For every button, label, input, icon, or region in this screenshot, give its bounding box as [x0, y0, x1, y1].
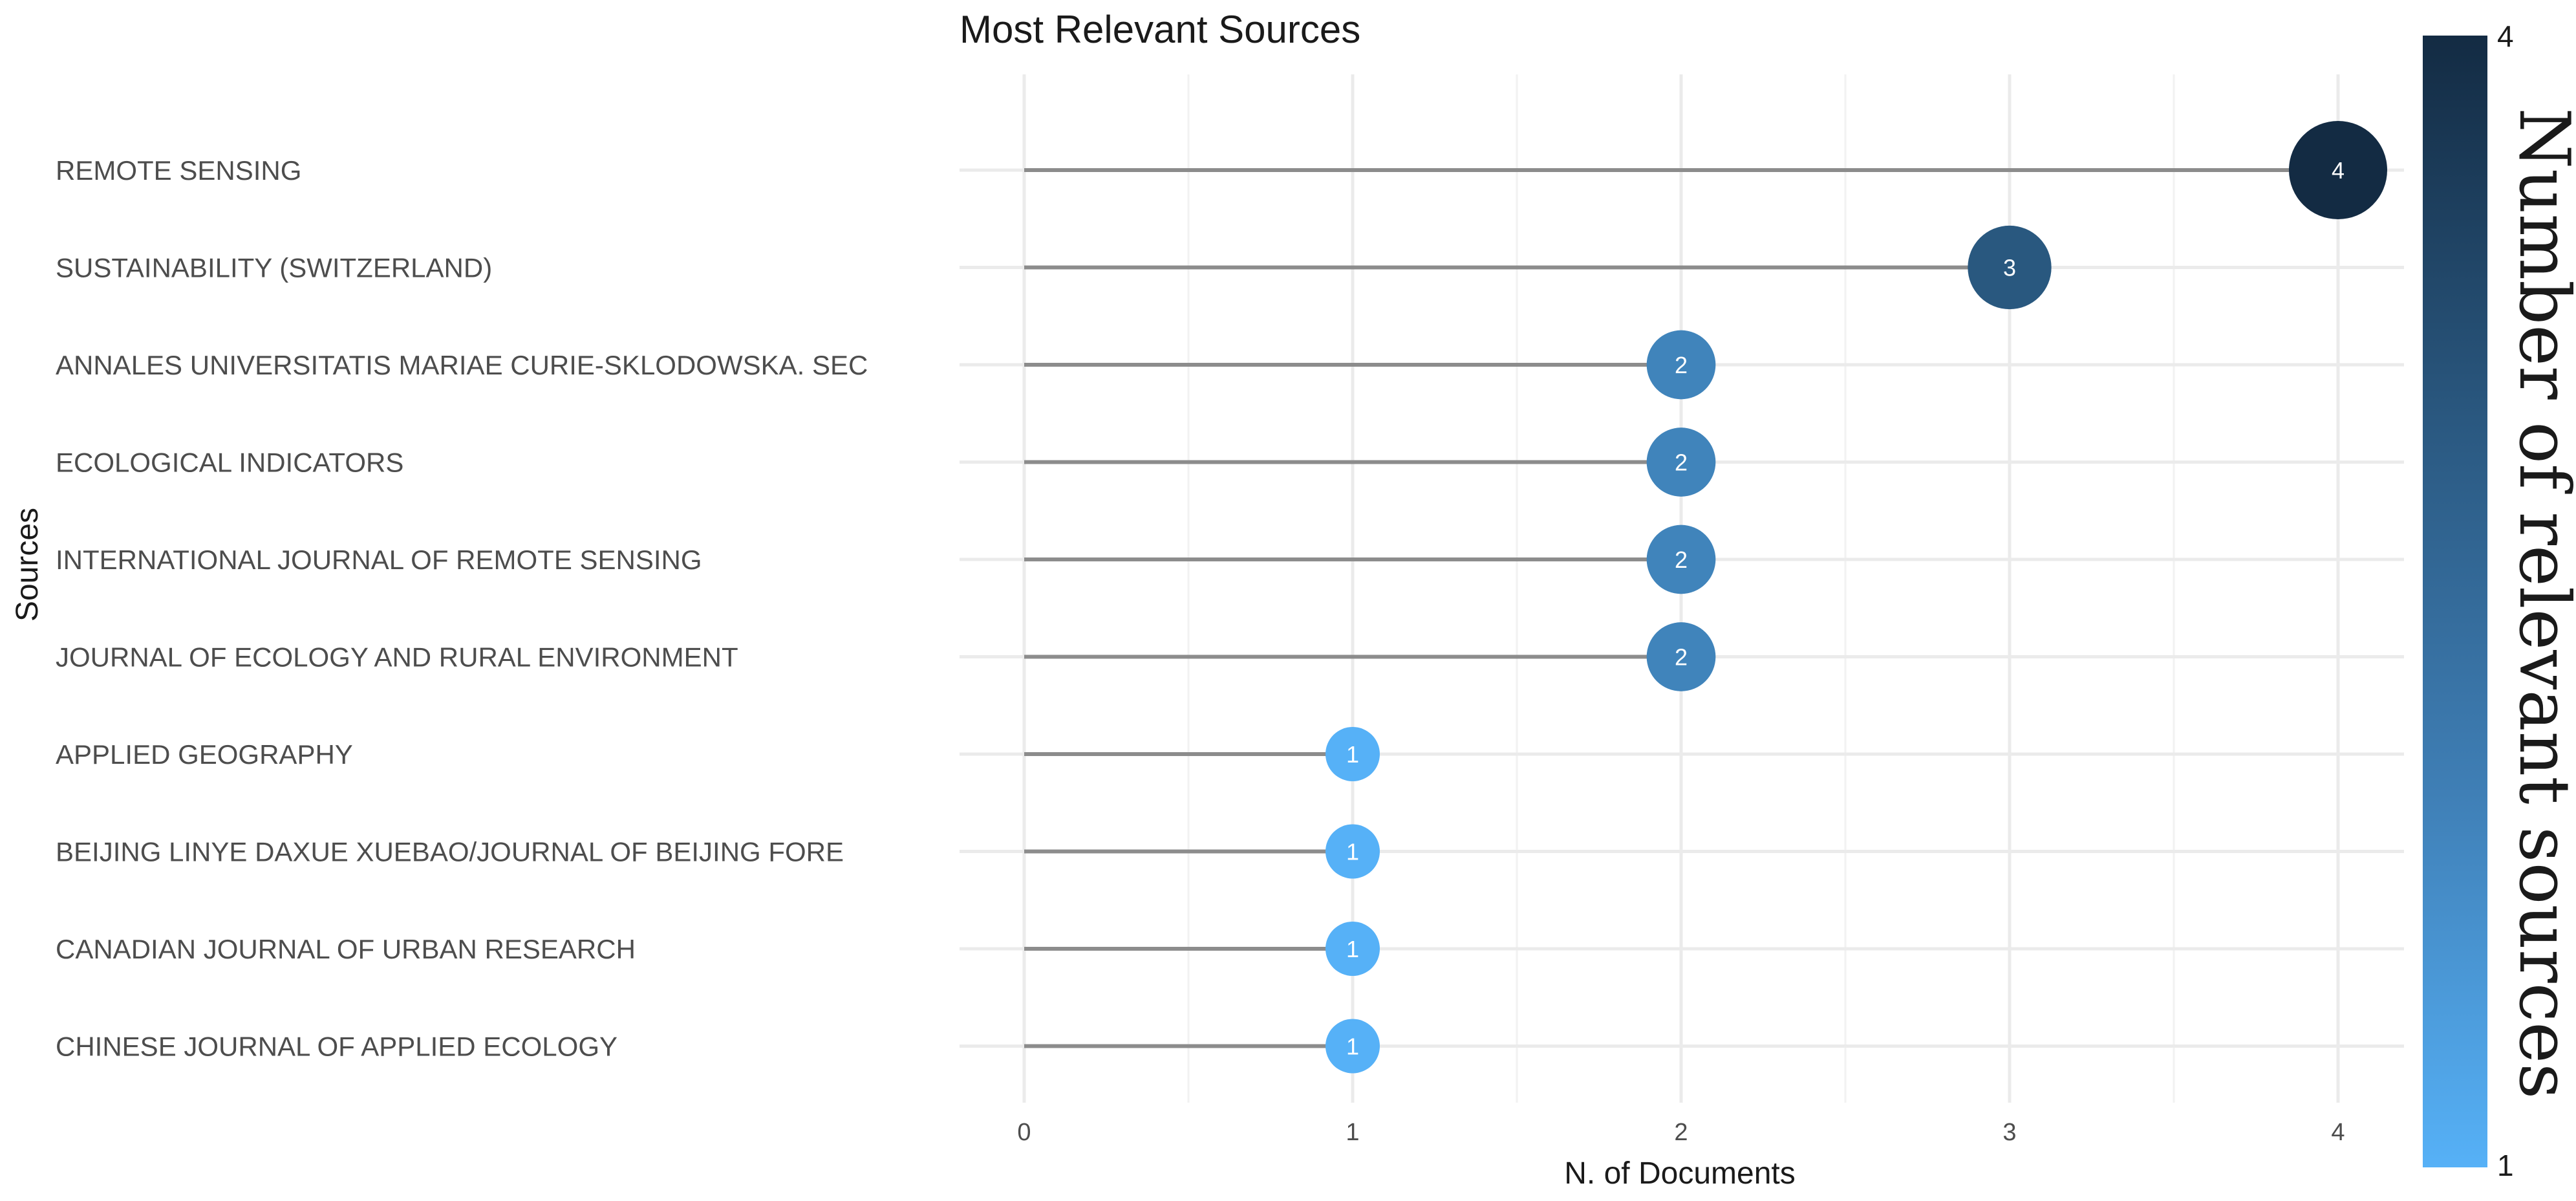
point-value-label: 3	[2003, 255, 2016, 281]
legend-title: Number of relevant sources	[2504, 108, 2576, 1099]
point-value-label: 2	[1675, 352, 1688, 378]
x-tick-label: 2	[1674, 1119, 1688, 1146]
lollipop-point	[1646, 330, 1716, 400]
lollipop-point	[1326, 1019, 1380, 1074]
category-label: ANNALES UNIVERSITATIS MARIAE CURIE-SKLOD…	[56, 350, 868, 380]
point-value-label: 1	[1346, 936, 1359, 962]
category-label: BEIJING LINYE DAXUE XUEBAO/JOURNAL OF BE…	[56, 837, 844, 867]
point-value-label: 4	[2332, 157, 2345, 184]
x-tick-label: 1	[1346, 1119, 1359, 1146]
point-value-label: 1	[1346, 1033, 1359, 1060]
lollipop-point	[1646, 427, 1716, 497]
lollipop-point	[2289, 121, 2387, 219]
category-labels: REMOTE SENSING SUSTAINABILITY (SWITZERLAN…	[56, 155, 868, 1062]
point-value-label: 1	[1346, 839, 1359, 865]
x-tick-label: 3	[2002, 1119, 2016, 1146]
x-tick-label: 0	[1017, 1119, 1031, 1146]
point-value-label: 1	[1346, 741, 1359, 768]
point-value-label: 2	[1675, 644, 1688, 671]
category-label: INTERNATIONAL JOURNAL OF REMOTE SENSING	[56, 545, 702, 575]
category-label: JOURNAL OF ECOLOGY AND RURAL ENVIRONMENT	[56, 642, 738, 673]
category-label: REMOTE SENSING	[56, 155, 301, 186]
x-tick-labels: 0 1 2 3 4	[1017, 1119, 2345, 1146]
category-label: CANADIAN JOURNAL OF URBAN RESEARCH	[56, 934, 636, 964]
lollipop-point	[1326, 727, 1380, 781]
x-axis-title: N. of Documents	[1564, 1156, 1795, 1191]
lollipop-point	[1326, 922, 1380, 976]
color-legend: 4 1 Number of relevant sources	[2423, 19, 2576, 1182]
point-value-label: 2	[1675, 449, 1688, 476]
legend-min-label: 1	[2497, 1149, 2514, 1182]
lollipop-point	[1646, 622, 1716, 691]
points: 4 3 2 2 2 2 1 1 1 1	[1326, 121, 2387, 1074]
legend-colorbar	[2423, 36, 2487, 1167]
stems	[1024, 168, 2338, 1048]
chart-title: Most Relevant Sources	[960, 8, 1360, 51]
x-tick-label: 4	[2331, 1119, 2345, 1146]
category-label: CHINESE JOURNAL OF APPLIED ECOLOGY	[56, 1032, 617, 1062]
point-value-label: 2	[1675, 546, 1688, 573]
category-label: APPLIED GEOGRAPHY	[56, 739, 353, 770]
category-label: ECOLOGICAL INDICATORS	[56, 448, 403, 478]
category-label: SUSTAINABILITY (SWITZERLAND)	[56, 253, 492, 283]
lollipop-point	[1326, 824, 1380, 879]
y-axis-title: Sources	[10, 508, 45, 622]
legend-max-label: 4	[2497, 19, 2514, 53]
lollipop-point	[1968, 225, 2052, 310]
lollipop-point	[1646, 525, 1716, 594]
